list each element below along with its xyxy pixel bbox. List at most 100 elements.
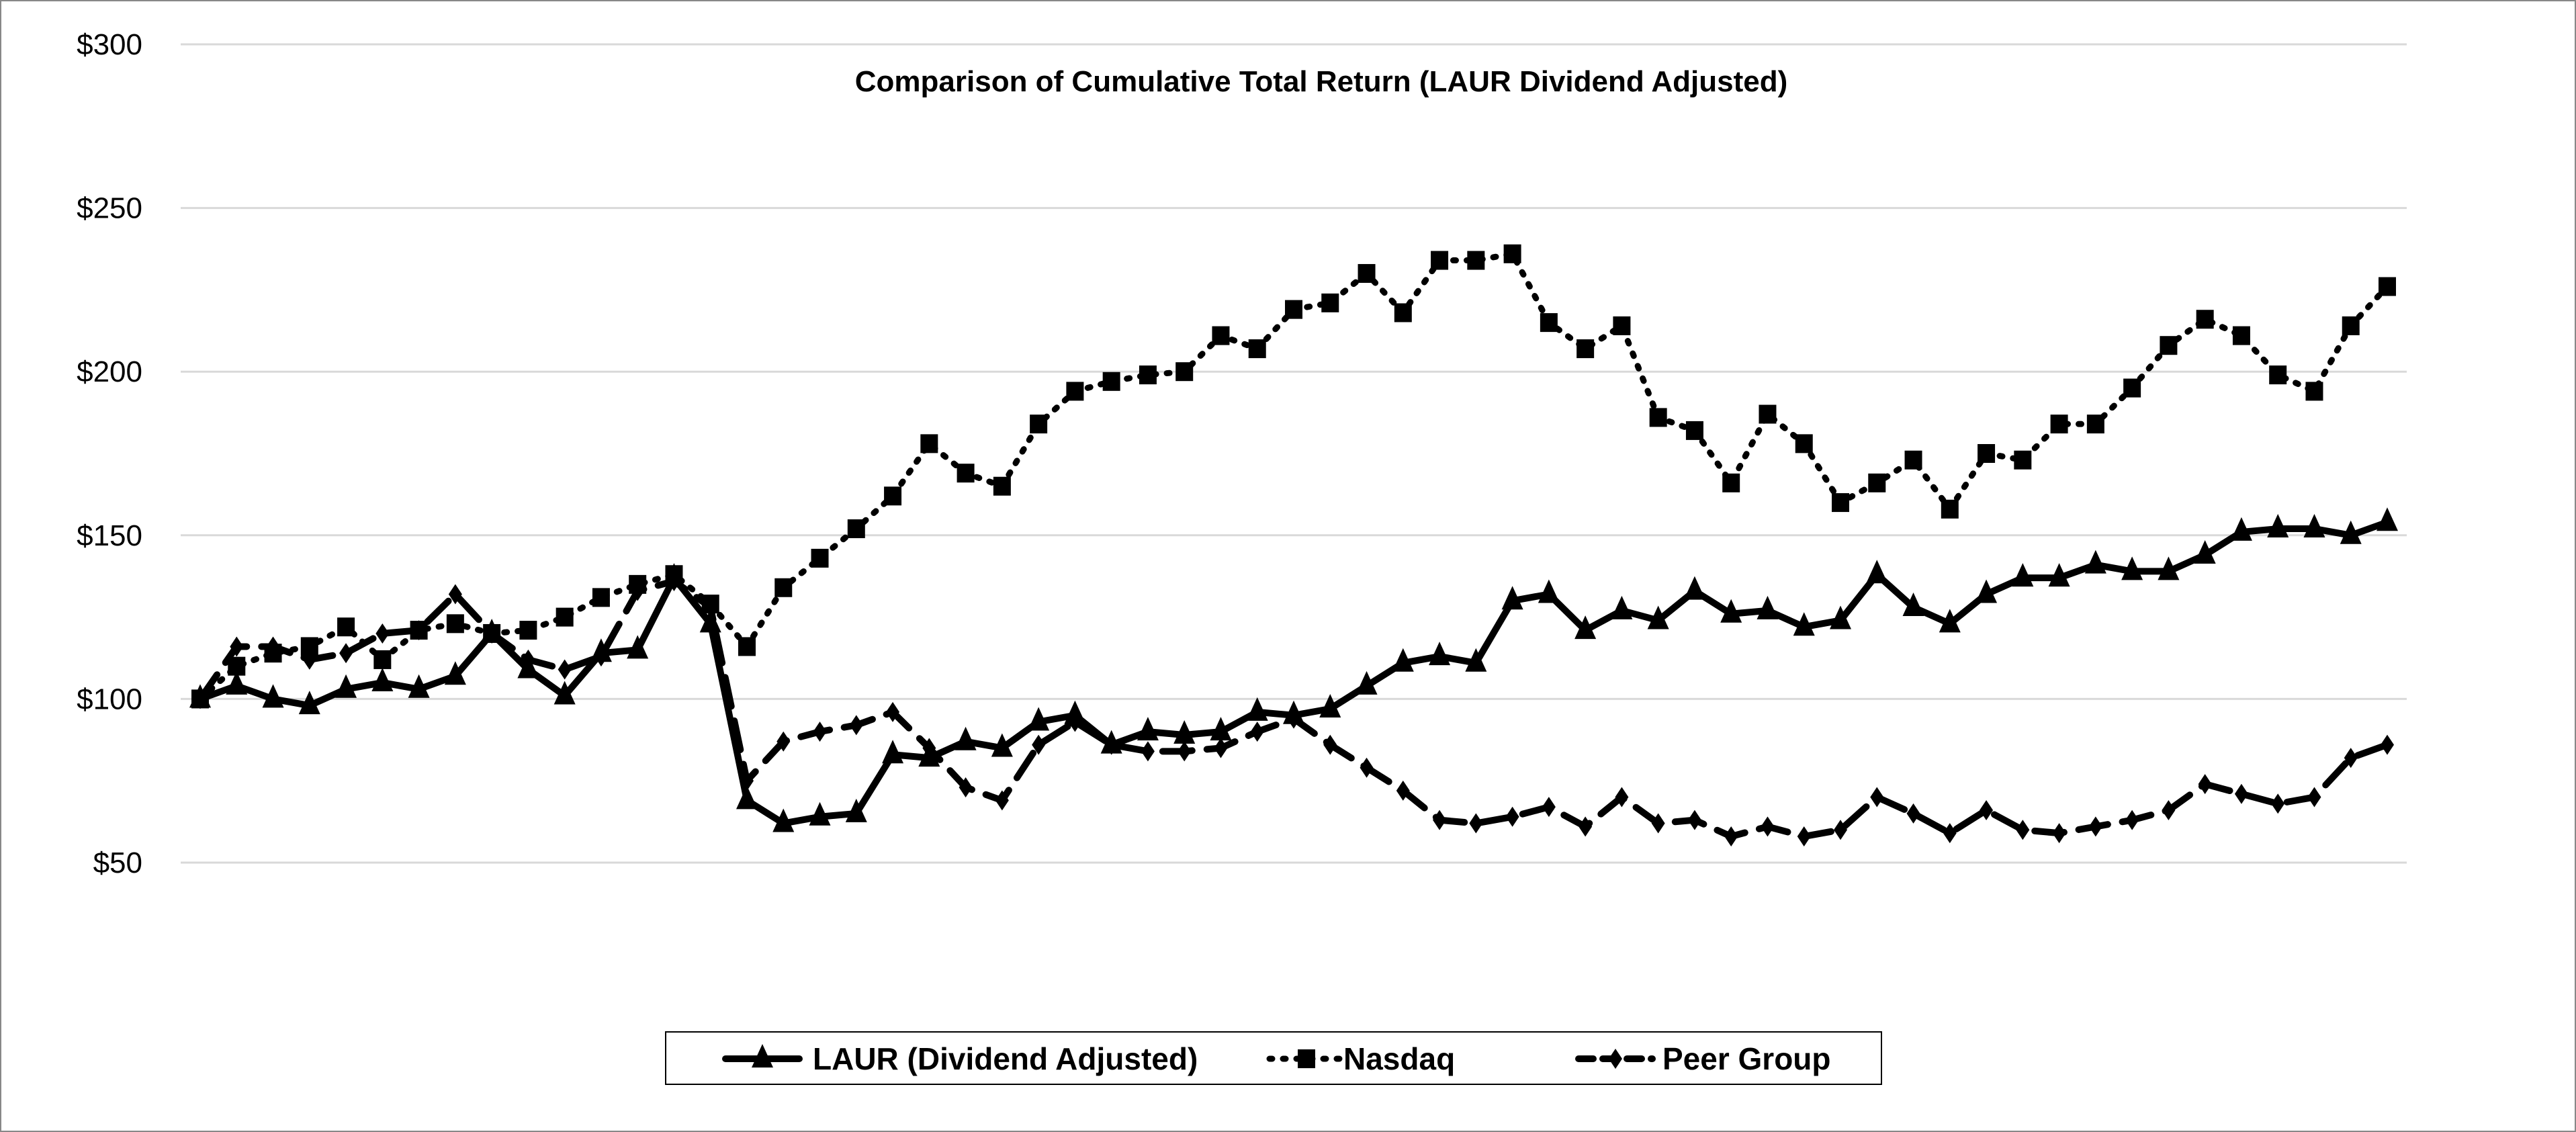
data-point bbox=[230, 636, 244, 657]
data-point bbox=[1212, 326, 1230, 345]
data-point bbox=[1797, 826, 1811, 847]
data-point bbox=[1032, 734, 1046, 755]
series-laur-dividend-adjusted- bbox=[189, 507, 2398, 832]
data-point bbox=[2162, 800, 2176, 821]
data-point bbox=[1356, 670, 1378, 695]
data-point bbox=[1980, 800, 1994, 821]
data-point bbox=[1724, 826, 1738, 847]
data-point bbox=[1028, 707, 1050, 731]
data-point bbox=[408, 674, 430, 698]
data-point bbox=[1323, 734, 1337, 755]
legend: LAUR (Dividend Adjusted) Nasdaq Peer Group bbox=[665, 1031, 1882, 1085]
legend-label: LAUR (Dividend Adjusted) bbox=[813, 1041, 1198, 1076]
data-point bbox=[2271, 793, 2285, 814]
data-point bbox=[1615, 787, 1629, 808]
data-point bbox=[189, 684, 211, 708]
data-point bbox=[2194, 540, 2216, 564]
data-point bbox=[1137, 717, 1159, 741]
data-point bbox=[1795, 434, 1813, 453]
data-point bbox=[1064, 700, 1086, 724]
data-point bbox=[1868, 473, 1886, 492]
data-point bbox=[1904, 450, 1922, 470]
data-point bbox=[517, 654, 539, 679]
data-point bbox=[1939, 609, 1961, 633]
data-point bbox=[373, 650, 392, 669]
data-point bbox=[300, 637, 318, 656]
data-point bbox=[774, 578, 793, 597]
data-point bbox=[1210, 717, 1232, 741]
data-point bbox=[1465, 648, 1487, 672]
data-point bbox=[918, 743, 940, 767]
data-point bbox=[371, 668, 394, 692]
data-point bbox=[2012, 563, 2034, 587]
data-point bbox=[2123, 378, 2141, 398]
data-point bbox=[2307, 787, 2321, 808]
data-point bbox=[886, 701, 900, 722]
data-point bbox=[1431, 251, 1449, 270]
data-point bbox=[1030, 415, 1048, 434]
data-point bbox=[264, 644, 282, 663]
data-point bbox=[1647, 605, 1669, 629]
data-point bbox=[1649, 408, 1667, 427]
data-point bbox=[845, 798, 867, 822]
data-point bbox=[1757, 595, 1779, 619]
data-point bbox=[1319, 694, 1341, 718]
data-point bbox=[1651, 813, 1665, 834]
data-point bbox=[1542, 797, 1556, 818]
data-point bbox=[2377, 507, 2398, 531]
data-point bbox=[699, 609, 721, 633]
data-point bbox=[1793, 612, 1815, 636]
data-point bbox=[2303, 514, 2325, 538]
data-point bbox=[920, 434, 938, 453]
data-point bbox=[335, 674, 357, 698]
data-point bbox=[1283, 700, 1304, 724]
data-point bbox=[1978, 444, 1996, 463]
data-point bbox=[1139, 365, 1157, 385]
data-point bbox=[2048, 563, 2070, 587]
data-point bbox=[448, 584, 462, 605]
data-point bbox=[375, 623, 390, 644]
data-point bbox=[2198, 774, 2212, 795]
data-point bbox=[629, 574, 647, 594]
data-point bbox=[1429, 642, 1451, 666]
data-point bbox=[809, 801, 831, 826]
data-point bbox=[1687, 810, 1701, 830]
legend-marker bbox=[1609, 1049, 1622, 1069]
data-point bbox=[1975, 579, 1998, 603]
data-point bbox=[2379, 277, 2396, 296]
data-point bbox=[2016, 820, 2030, 840]
data-point bbox=[1066, 382, 1084, 401]
data-point bbox=[2381, 734, 2394, 755]
data-point bbox=[1246, 697, 1268, 721]
data-point bbox=[1906, 803, 1920, 824]
data-point bbox=[1102, 372, 1120, 391]
data-point bbox=[519, 621, 537, 640]
data-point bbox=[2160, 336, 2178, 355]
data-point bbox=[2050, 415, 2068, 434]
data-point bbox=[738, 637, 756, 656]
data-point bbox=[995, 790, 1009, 811]
data-point bbox=[991, 733, 1013, 757]
data-point bbox=[2121, 556, 2143, 580]
data-point bbox=[2234, 783, 2248, 804]
data-point bbox=[1285, 300, 1302, 319]
data-point bbox=[1683, 576, 1705, 600]
data-point bbox=[2232, 326, 2250, 345]
data-point bbox=[1433, 810, 1447, 830]
y-tick-label: $100 bbox=[77, 683, 142, 715]
data-point bbox=[1720, 599, 1742, 623]
data-point bbox=[262, 684, 284, 708]
data-point bbox=[1214, 738, 1228, 758]
data-point bbox=[882, 740, 904, 764]
data-point bbox=[298, 691, 320, 715]
data-point bbox=[1501, 586, 1523, 610]
data-point bbox=[1100, 730, 1122, 754]
y-tick-label: $250 bbox=[77, 192, 142, 225]
data-point bbox=[1870, 787, 1884, 808]
data-point bbox=[849, 715, 863, 736]
data-point bbox=[1396, 780, 1410, 801]
data-point bbox=[2344, 748, 2358, 769]
data-point bbox=[2305, 382, 2323, 401]
data-point bbox=[2342, 316, 2360, 335]
